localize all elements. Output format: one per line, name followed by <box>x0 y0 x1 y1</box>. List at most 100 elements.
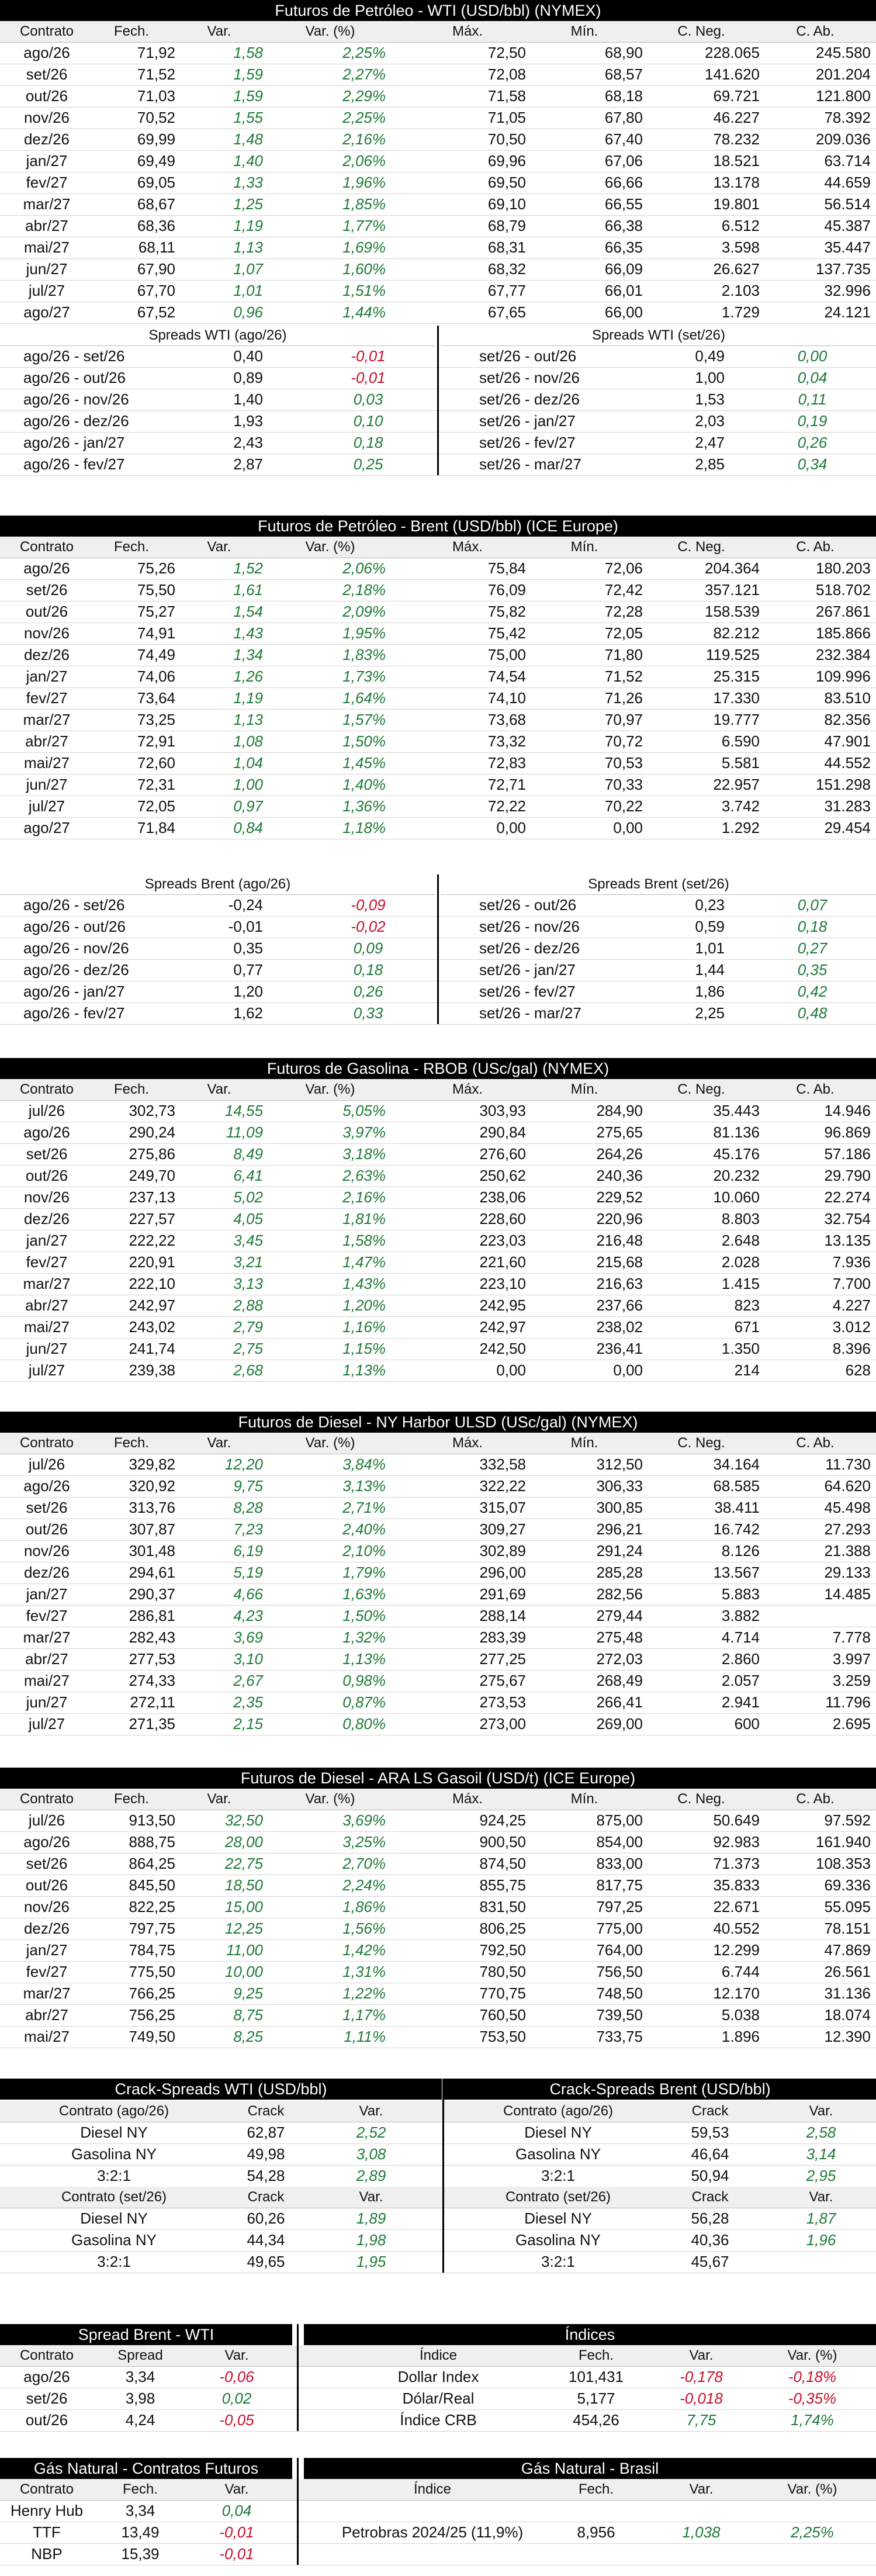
table-cell: 286,81 <box>129 1607 175 1624</box>
table-cell: 2,29% <box>342 87 386 105</box>
table-cell: 1,95 <box>356 2253 386 2270</box>
table-cell: ago/26 - fev/27 <box>23 455 125 473</box>
spread-indices-row: set/26 3,98 0,02 Dólar/Real 5,177 -0,018 -0,35… <box>0 2388 876 2410</box>
table-cell: 141.620 <box>705 65 760 83</box>
table-row: mar/27 73,25 1,13 1,57% 73,68 70,97 19.777 82.3… <box>0 709 876 731</box>
table-cell: jun/27 <box>26 1693 68 1711</box>
column-header: C. Ab. <box>796 23 835 39</box>
table-cell: 75,50 <box>137 581 175 599</box>
table-cell: 108.353 <box>816 1855 871 1872</box>
table-cell: 242,97 <box>129 1296 175 1314</box>
column-header: Crack <box>247 2189 285 2205</box>
column-header: Crack <box>247 2103 285 2119</box>
table-cell: 0,33 <box>353 1004 383 1022</box>
table-cell: set/26 - dez/26 <box>479 939 580 957</box>
table-row: jul/26 329,82 12,20 3,84% 332,58 312,50 34.164… <box>0 1454 876 1476</box>
table-cell: 46.227 <box>713 109 760 126</box>
table-cell: 64.620 <box>824 1477 871 1495</box>
table-cell: 9,25 <box>233 1984 263 2002</box>
table-row: set/26 864,25 22,75 2,70% 874,50 833,00 71.373… <box>0 1853 876 1875</box>
column-header: C. Ab. <box>796 1081 835 1097</box>
table-cell: 277,53 <box>129 1650 175 1668</box>
table-cell: 0,35 <box>797 961 827 978</box>
table-cell: 1,50% <box>342 732 386 750</box>
table-row: jun/27 241,74 2,75 1,15% 242,50 236,41 1.350 8.… <box>0 1338 876 1360</box>
table-cell: 38.411 <box>714 1499 760 1516</box>
table-cell: 290,37 <box>129 1585 175 1603</box>
table-cell: ago/26 - jan/27 <box>23 983 125 1000</box>
table-row: jul/26 913,50 32,50 3,69% 924,25 875,00 50.649… <box>0 1810 876 1832</box>
column-header: Var. <box>207 23 231 39</box>
table-cell: nov/26 <box>23 1898 70 1915</box>
table-cell: jul/27 <box>28 282 65 299</box>
ulsd-header-row: Contrato Fech. Var. Var. (%) Máx. Mín. C. Neg.… <box>0 1433 876 1454</box>
table-cell: 46,64 <box>691 2145 729 2163</box>
table-cell: 72,05 <box>137 797 175 815</box>
table-cell: 29.790 <box>824 1167 871 1184</box>
table-cell: 2,25% <box>342 109 386 126</box>
table-cell: 81.136 <box>713 1123 760 1141</box>
table-cell: 228.065 <box>705 44 760 61</box>
table-row: jul/27 67,70 1,01 1,51% 67,77 66,01 2.103 32.99… <box>0 280 876 302</box>
table-cell: 1,56% <box>342 1920 386 1937</box>
table-cell: 913,50 <box>129 1811 175 1829</box>
table-cell: 2.103 <box>721 282 760 299</box>
table-cell: 1,52 <box>233 559 263 577</box>
table-cell: 19.777 <box>713 711 760 728</box>
table-cell: 69,49 <box>137 152 175 170</box>
table-cell: 222,22 <box>129 1232 175 1249</box>
table-cell: ago/26 - dez/26 <box>23 961 129 978</box>
table-cell: 20.232 <box>713 1167 760 1184</box>
table-cell: 3,84% <box>342 1455 386 1473</box>
table-cell: TTF <box>33 2523 61 2541</box>
table-cell: ago/26 <box>23 559 70 577</box>
spread-bw-title: Spread Brent - WTI <box>0 2324 292 2345</box>
table-row: out/26 845,50 18,50 2,24% 855,75 817,75 35.833… <box>0 1875 876 1897</box>
table-cell: 78.232 <box>713 130 760 148</box>
table-row: jul/27 72,05 0,97 1,36% 72,22 70,22 3.742 31.28… <box>0 796 876 818</box>
table-cell: 121.800 <box>816 87 871 105</box>
table-cell: 72,42 <box>604 581 643 599</box>
column-header: Var. <box>207 1791 231 1807</box>
table-cell: fev/27 <box>26 689 68 707</box>
table-cell: 0,87% <box>342 1693 386 1711</box>
table-cell: 26.561 <box>824 1963 871 1980</box>
table-cell: mai/27 <box>23 1318 70 1336</box>
table-cell: out/26 <box>25 87 68 105</box>
table-cell: set/26 - dez/26 <box>479 390 580 408</box>
spread-row: ago/26 - out/26 -0,01 -0,02 set/26 - nov/26… <box>0 916 876 938</box>
table-cell: ago/26 <box>23 1477 70 1495</box>
gas-header: Contrato Fech. Var. Índice Fech. Var. Var. (%) <box>0 2479 876 2501</box>
table-cell: jan/27 <box>26 152 68 170</box>
table-cell: 3,45 <box>233 1232 263 1249</box>
table-cell: 71,26 <box>604 689 643 707</box>
table-cell: 245.580 <box>816 44 871 61</box>
spread-row: ago/26 - set/26 0,40 -0,01 set/26 - out/26 0… <box>0 345 876 368</box>
table-cell: 70,97 <box>604 711 643 728</box>
table-cell: 1,96 <box>806 2231 836 2249</box>
table-cell: 2,24% <box>342 1876 386 1894</box>
table-cell: 1,42% <box>342 1941 386 1959</box>
table-cell: 7,75 <box>686 2411 716 2429</box>
table-cell: set/26 - fev/27 <box>479 983 576 1000</box>
table-cell: 137.735 <box>816 260 871 278</box>
table-cell: -0,05 <box>219 2411 254 2429</box>
table-row: ago/26 320,92 9,75 3,13% 322,22 306,33 68.585 6… <box>0 1475 876 1498</box>
table-cell: 1,40% <box>342 776 386 793</box>
table-cell: 238,06 <box>479 1188 526 1206</box>
table-cell: 229,52 <box>596 1188 643 1206</box>
rbob-title-bar: Futuros de Gasolina - RBOB (USc/gal) (NY… <box>0 1058 876 1079</box>
brent-title-bar: Futuros de Petróleo - Brent (USD/bbl) (I… <box>0 516 876 537</box>
column-header: Fech. <box>578 2481 614 2497</box>
table-cell: 1,89 <box>356 2210 386 2227</box>
table-cell: 1,19 <box>233 217 263 234</box>
table-cell: ago/26 - set/26 <box>23 896 125 914</box>
column-header: Fech. <box>113 539 150 555</box>
table-cell: 82.212 <box>713 624 760 642</box>
table-cell: 27.293 <box>824 1520 871 1538</box>
table-cell: 56,28 <box>691 2210 729 2227</box>
table-cell: 3,21 <box>233 1253 263 1271</box>
table-cell: Diesel NY <box>80 2124 148 2141</box>
table-cell: 739,50 <box>596 2006 643 2024</box>
table-row: ago/27 67,52 0,96 1,44% 67,65 66,00 1.729 24.12… <box>0 302 876 324</box>
